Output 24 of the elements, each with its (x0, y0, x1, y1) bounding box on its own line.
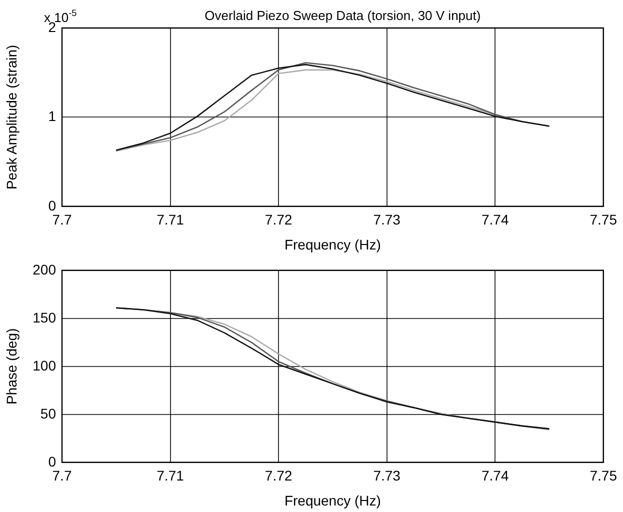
y-axis-title: Peak Amplitude (strain) (3, 44, 20, 190)
y-tick-label: 100 (32, 357, 56, 374)
x-tick-label: 7.72 (264, 212, 292, 228)
x-tick-label: 7.71 (156, 468, 184, 484)
y-tick-label: 50 (40, 405, 56, 422)
y-tick-label: 150 (32, 309, 56, 326)
x-tick-label: 7.73 (373, 468, 401, 484)
x-tick-label: 7.71 (156, 212, 184, 228)
x-tick-label: 7.75 (590, 468, 618, 484)
x-tick-label: 7.74 (481, 212, 509, 228)
x-tick-label: 7.74 (481, 468, 509, 484)
y-tick-label: 200 (32, 261, 56, 278)
x-tick-label: 7.7 (52, 212, 72, 228)
y-tick-label: 1 (48, 108, 56, 124)
y-tick-label: 0 (48, 197, 56, 214)
y-tick-label: 0 (48, 453, 56, 470)
x-tick-label: 7.73 (373, 212, 401, 228)
x-tick-label: 7.75 (590, 212, 618, 228)
chart-title: Overlaid Piezo Sweep Data (torsion, 30 V input) (204, 8, 481, 23)
x-tick-label: 7.72 (264, 468, 292, 484)
x-tick-label: 7.7 (52, 468, 72, 484)
x-axis-title: Frequency (Hz) (284, 492, 381, 508)
x-axis-title: Frequency (Hz) (284, 236, 381, 252)
y-axis-title: Phase (deg) (3, 328, 20, 405)
